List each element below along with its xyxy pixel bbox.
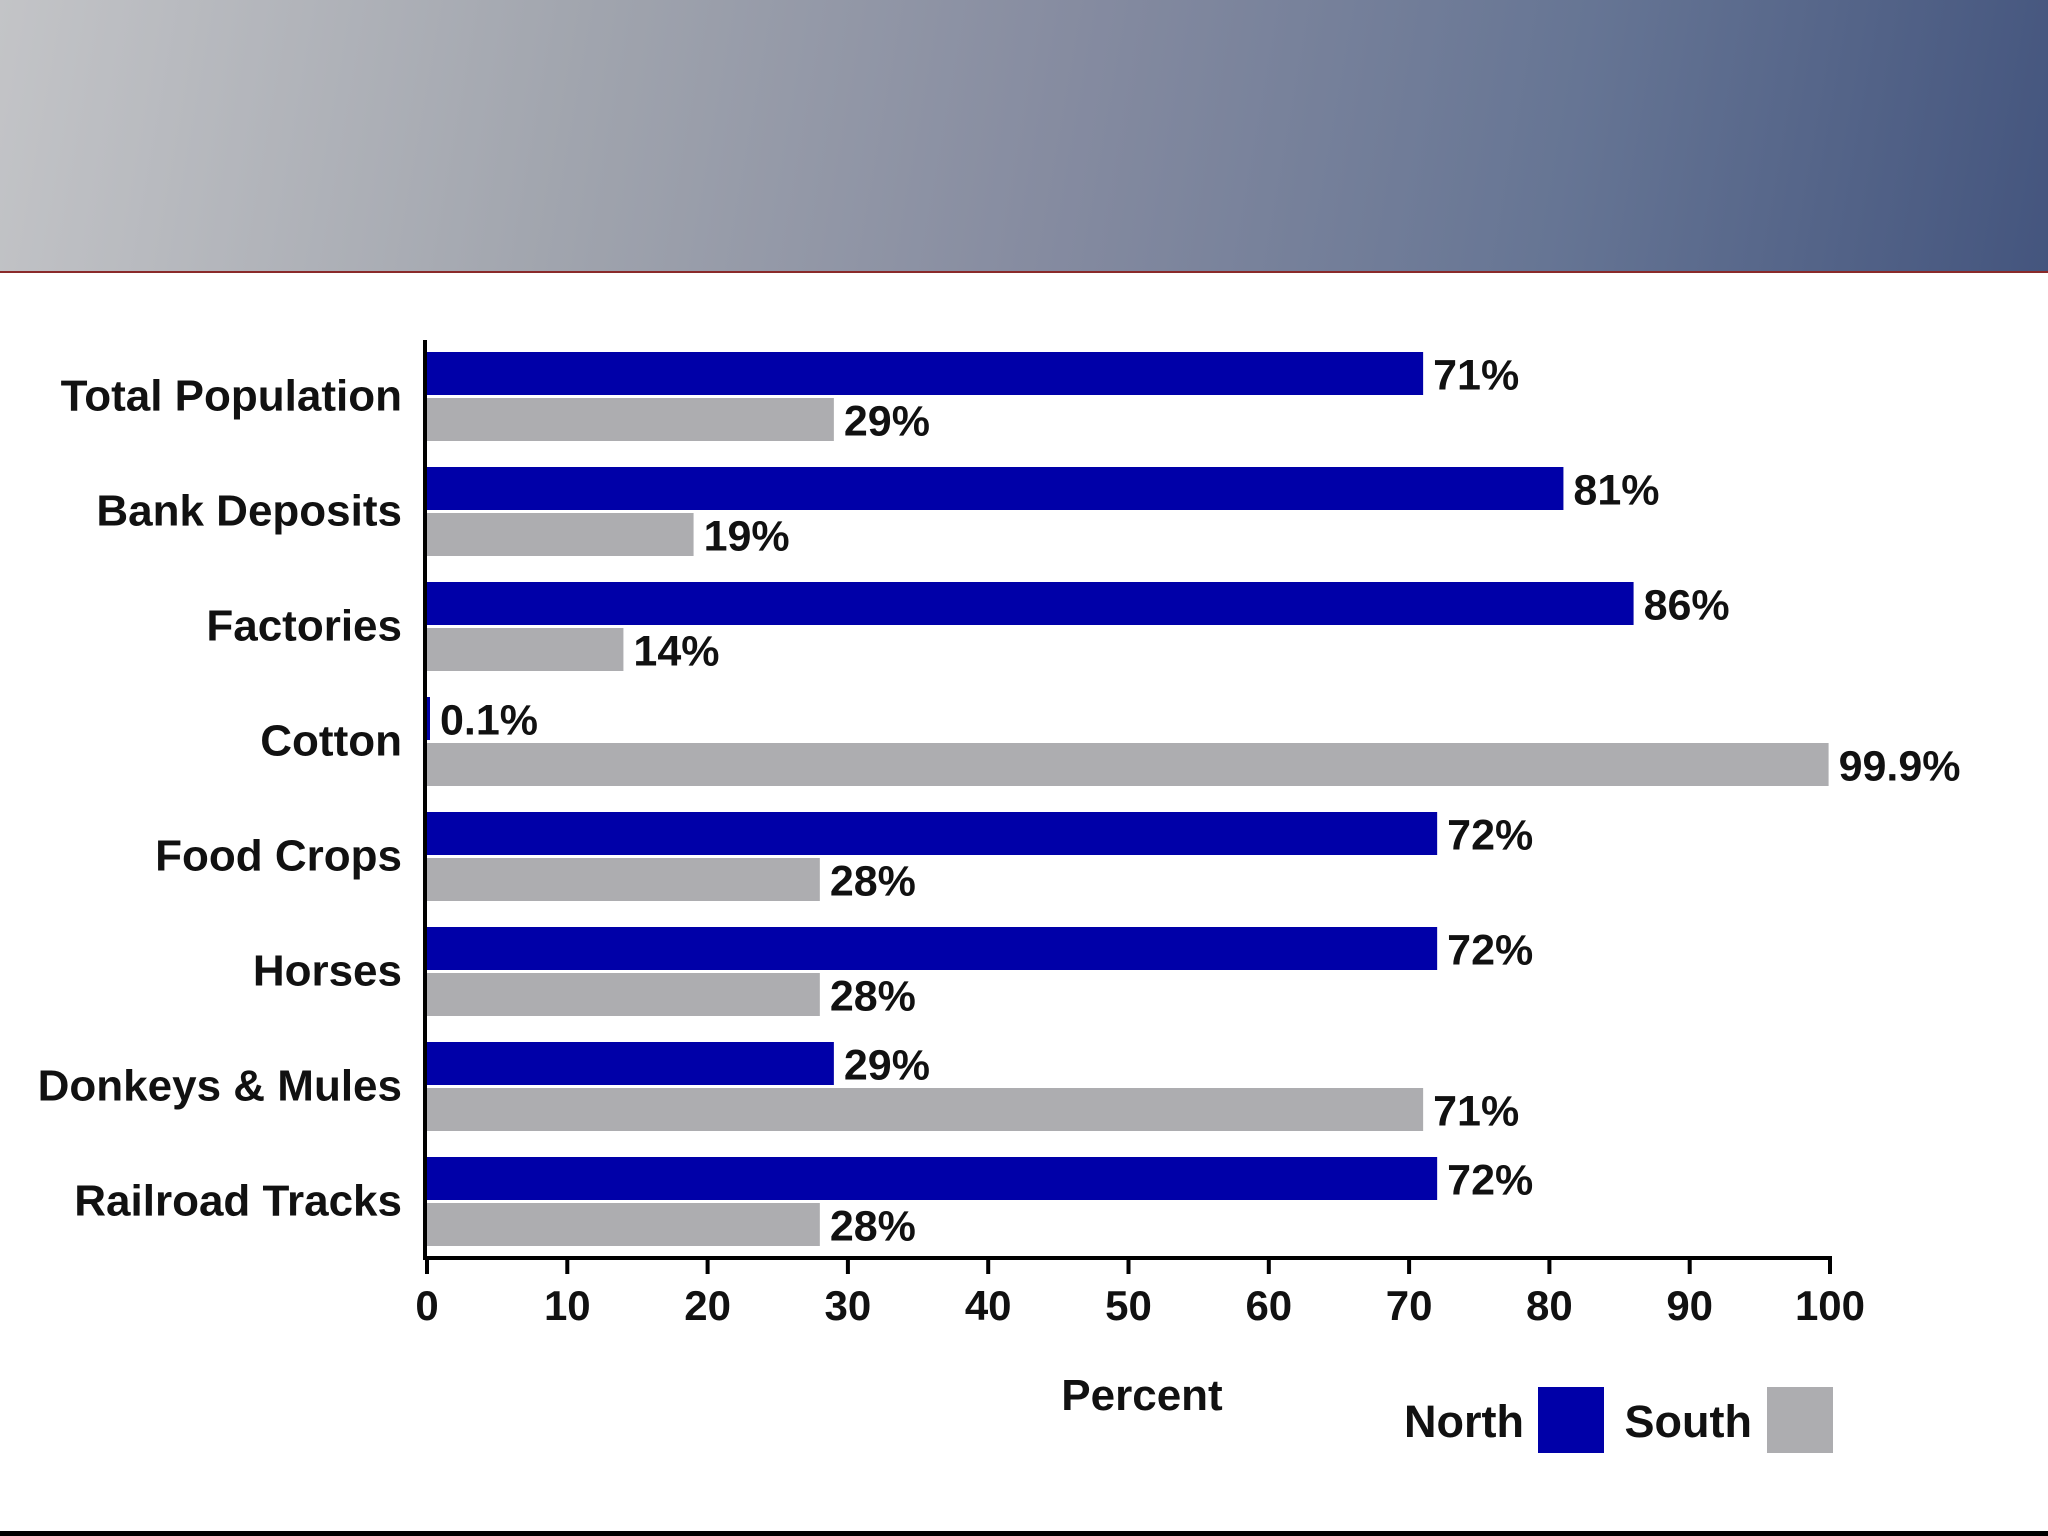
- data-label-south: 71%: [1433, 1088, 1519, 1136]
- bar-north: [427, 1042, 834, 1085]
- category-label: Total Population: [61, 372, 402, 421]
- bar-south: [427, 513, 694, 556]
- x-tick-label: 90: [1666, 1282, 1713, 1329]
- x-axis-title: Percent: [1061, 1371, 1223, 1420]
- bars-layer: Total Population 71% 29% Bank Deposits 81% 19…: [38, 352, 1961, 1251]
- bar-south: [427, 628, 624, 671]
- data-label-south: 99.9%: [1839, 743, 1961, 791]
- x-tick-label: 20: [684, 1282, 731, 1329]
- x-tick-label: 10: [544, 1282, 591, 1329]
- data-label-south: 28%: [830, 858, 916, 906]
- legend-swatch-north: [1538, 1387, 1604, 1453]
- data-label-north: 0.1%: [440, 697, 538, 745]
- x-tick-label: 60: [1245, 1282, 1292, 1329]
- bar-north: [427, 812, 1438, 855]
- x-tick-label: 100: [1795, 1282, 1865, 1329]
- bottom-divider: [0, 1531, 2048, 1536]
- bar-north: [427, 1157, 1438, 1200]
- bar-south: [427, 398, 834, 441]
- data-label-south: 29%: [844, 398, 930, 446]
- x-tick-label: 70: [1386, 1282, 1433, 1329]
- bar-north: [427, 467, 1564, 510]
- x-tick-label: 30: [825, 1282, 872, 1329]
- data-label-north: 72%: [1447, 927, 1533, 975]
- axes-layer: 0 10 20 30 40 50 60 70 80 90 100: [415, 340, 1865, 1329]
- bar-south: [427, 973, 820, 1016]
- data-label-north: 72%: [1447, 1157, 1533, 1205]
- category-label: Horses: [253, 947, 402, 996]
- data-label-north: 29%: [844, 1042, 930, 1090]
- data-label-north: 72%: [1447, 812, 1533, 860]
- bar-north: [427, 927, 1438, 970]
- category-label: Donkeys & Mules: [38, 1062, 402, 1111]
- data-label-south: 28%: [830, 1203, 916, 1251]
- bar-north: [427, 352, 1424, 395]
- bar-south: [427, 743, 1829, 786]
- category-label: Cotton: [260, 717, 402, 766]
- legend-label-north: North: [1404, 1396, 1524, 1447]
- bar-south: [427, 1088, 1424, 1131]
- bar-north: [427, 582, 1634, 625]
- data-label-south: 28%: [830, 973, 916, 1021]
- category-label: Railroad Tracks: [74, 1177, 402, 1226]
- data-label-south: 14%: [633, 628, 719, 676]
- header-divider: [0, 271, 2048, 273]
- x-tick-label: 40: [965, 1282, 1012, 1329]
- category-label: Food Crops: [155, 832, 402, 881]
- bar-north: [427, 697, 430, 740]
- bar-south: [427, 858, 820, 901]
- bar-south: [427, 1203, 820, 1246]
- x-tick-label: 50: [1105, 1282, 1152, 1329]
- category-label: Bank Deposits: [96, 487, 402, 536]
- data-label-north: 86%: [1644, 582, 1730, 630]
- category-label: Factories: [206, 602, 402, 651]
- data-label-south: 19%: [704, 513, 790, 561]
- legend-label-south: South: [1625, 1396, 1752, 1447]
- x-tick-label: 80: [1526, 1282, 1573, 1329]
- legend-swatch-south: [1767, 1387, 1833, 1453]
- x-tick-label: 0: [415, 1282, 438, 1329]
- header-banner: [0, 0, 2048, 272]
- data-label-north: 81%: [1573, 467, 1659, 515]
- data-label-north: 71%: [1433, 352, 1519, 400]
- legend: North South: [1404, 1387, 1833, 1453]
